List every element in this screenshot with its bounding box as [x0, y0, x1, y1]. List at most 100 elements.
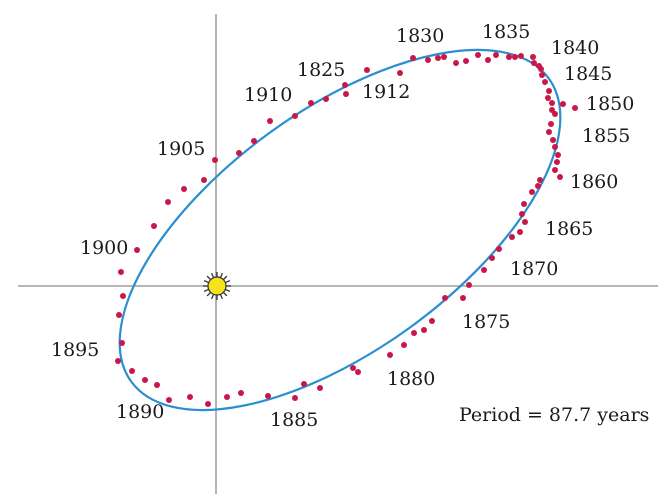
observation-dot: [115, 358, 121, 364]
year-label-1895: 1895: [51, 339, 99, 361]
orbit-ellipse: [118, 48, 562, 412]
sun-icon: [203, 272, 231, 300]
year-label-1830: 1830: [396, 25, 444, 47]
observation-dot: [212, 157, 218, 163]
observation-dot: [118, 269, 124, 275]
observation-dot: [201, 177, 207, 183]
observation-dot: [129, 368, 135, 374]
observation-dot: [538, 66, 544, 72]
observation-dot: [530, 54, 536, 60]
observation-dot: [552, 167, 558, 173]
sun-ray: [222, 291, 228, 297]
period-label: Period = 87.7 years: [459, 404, 649, 426]
observation-dot: [519, 211, 525, 217]
year-label-1870: 1870: [510, 258, 558, 280]
observation-dot: [166, 397, 172, 403]
observation-dot: [251, 138, 257, 144]
year-label-1912: 1912: [362, 81, 410, 103]
observation-dot: [421, 327, 427, 333]
observation-dot: [531, 60, 537, 66]
observation-dot: [539, 72, 545, 78]
year-label-1910: 1910: [244, 84, 292, 106]
observation-dot: [181, 186, 187, 192]
observation-dot: [187, 394, 193, 400]
observation-dot: [463, 58, 469, 64]
observation-dot: [542, 79, 548, 85]
sun-ray: [222, 275, 228, 281]
observation-dot: [429, 318, 435, 324]
observation-dot: [411, 330, 417, 336]
sun-ray: [206, 275, 212, 281]
observation-dot: [116, 312, 122, 318]
observation-dot: [506, 54, 512, 60]
observation-dot: [205, 401, 211, 407]
observation-dot: [489, 255, 495, 261]
observation-dot: [120, 293, 126, 299]
year-label-1875: 1875: [462, 311, 510, 333]
observation-dot: [224, 394, 230, 400]
observation-dot: [236, 150, 242, 156]
observation-dot: [401, 342, 407, 348]
sun-ray: [203, 280, 209, 284]
observation-dot: [552, 111, 558, 117]
observation-dot: [441, 54, 447, 60]
observation-dot: [410, 55, 416, 61]
observation-dot: [496, 246, 502, 252]
observation-dot: [554, 159, 560, 165]
observation-dot: [475, 52, 481, 58]
year-label-1880: 1880: [387, 368, 435, 390]
year-label-1905: 1905: [157, 138, 205, 160]
observation-dot: [550, 137, 556, 143]
observation-dot: [560, 101, 566, 107]
year-label-1900: 1900: [80, 237, 128, 259]
observation-dot: [518, 53, 524, 59]
observation-dot: [342, 82, 348, 88]
observation-dot: [522, 219, 528, 225]
observation-dot: [466, 282, 472, 288]
year-label-1835: 1835: [482, 21, 530, 43]
observation-dot: [548, 121, 554, 127]
year-labels: 1830 1835 1840 1845 1850 1855 1860 1865 …: [51, 21, 634, 431]
year-label-1890: 1890: [116, 401, 164, 423]
observation-dot: [350, 365, 356, 371]
observation-dot: [509, 234, 515, 240]
observation-dot: [493, 52, 499, 58]
observation-dot: [154, 382, 160, 388]
observation-dot: [238, 390, 244, 396]
observation-dot: [485, 57, 491, 63]
observation-dot: [572, 105, 578, 111]
observation-dot: [546, 129, 552, 135]
year-label-1845: 1845: [564, 63, 612, 85]
observation-dot: [119, 340, 125, 346]
sun-core: [207, 276, 227, 296]
observation-dot: [387, 352, 393, 358]
observation-dot: [425, 57, 431, 63]
year-label-1885: 1885: [270, 409, 318, 431]
observation-dot: [355, 369, 361, 375]
observation-dot: [537, 177, 543, 183]
observation-dot: [134, 247, 140, 253]
sun-ray: [219, 294, 223, 300]
sun-ray: [225, 288, 231, 292]
observation-dot: [535, 183, 541, 189]
observation-dot: [460, 295, 466, 301]
observation-dot: [435, 55, 441, 61]
observation-dot: [364, 67, 370, 73]
observation-dot: [453, 60, 459, 66]
observation-dot: [442, 295, 448, 301]
observation-dot: [142, 377, 148, 383]
observation-dots: [115, 52, 578, 407]
observation-dot: [265, 393, 271, 399]
observation-dot: [512, 54, 518, 60]
observation-dot: [529, 189, 535, 195]
observation-dot: [397, 70, 403, 76]
observation-dot: [555, 152, 561, 158]
year-label-1850: 1850: [586, 93, 634, 115]
sun-ray: [203, 288, 209, 292]
observation-dot: [267, 118, 273, 124]
observation-dot: [343, 91, 349, 97]
observation-dot: [546, 88, 552, 94]
year-label-1855: 1855: [582, 125, 630, 147]
observation-dot: [151, 223, 157, 229]
year-label-1840: 1840: [551, 37, 599, 59]
